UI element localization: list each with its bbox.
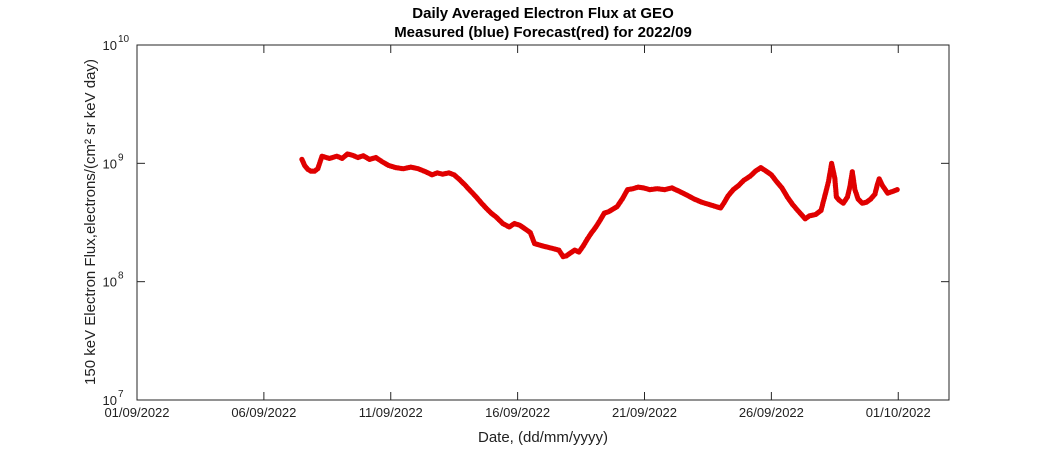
y-tick-label: 10 [103,156,117,171]
x-tick-label: 11/09/2022 [359,405,423,420]
x-tick-label: 16/09/2022 [485,405,550,420]
plot-area-frame [136,44,950,401]
data-point [894,187,900,193]
x-axis-label: Date, (dd/mm/yyyy) [478,429,608,446]
chart-title: Daily Averaged Electron Flux at GEO [412,5,674,22]
y-tick-exponent: 10 [118,34,130,45]
x-tick-label: 01/10/2022 [866,405,931,420]
x-tick-label: 21/09/2022 [612,405,677,420]
y-tick-label: 10 [103,393,117,408]
y-tick-exponent: 7 [118,389,124,400]
x-tick-label: 01/09/2022 [104,405,169,420]
y-tick-exponent: 9 [118,152,124,163]
x-tick-label: 26/09/2022 [739,405,804,420]
forecast-series [299,151,900,260]
y-tick-exponent: 8 [118,271,124,282]
x-axis: 01/09/2022 06/09/2022 11/09/2022 16/09/2022… [104,45,931,420]
y-tick-label: 10 [103,38,117,53]
y-axis-label: 150 keV Electron Flux,electrons/(cm² sr … [82,59,99,385]
x-tick-label: 06/09/2022 [231,405,296,420]
y-tick-label: 10 [103,275,117,290]
chart-subtitle: Measured (blue) Forecast(red) for 2022/0… [394,24,692,41]
